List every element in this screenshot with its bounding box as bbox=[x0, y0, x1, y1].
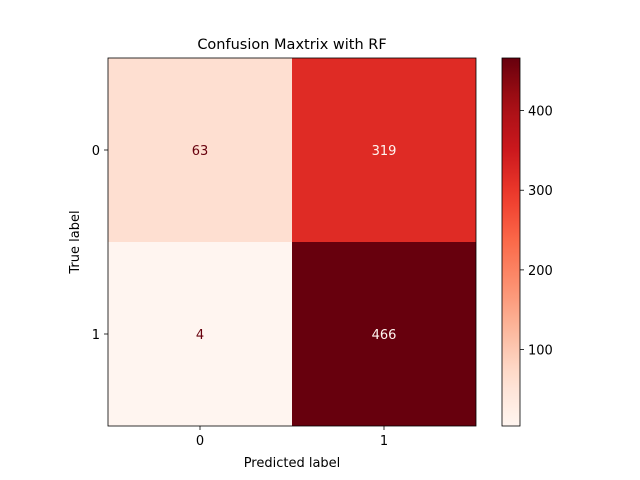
cell-value-0-1: 319 bbox=[372, 144, 397, 159]
x-tick-label: 0 bbox=[196, 434, 204, 449]
colorbar-tick-label: 300 bbox=[528, 184, 553, 199]
x-tick-label: 1 bbox=[380, 434, 388, 449]
y-tick-label: 0 bbox=[92, 144, 100, 159]
y-axis-ticks: 01 bbox=[92, 144, 108, 343]
heatmap-cell-labels: 63 319 4 466 bbox=[192, 144, 397, 343]
x-axis-label: Predicted label bbox=[244, 456, 341, 471]
chart-title: Confusion Maxtrix with RF bbox=[197, 37, 386, 53]
y-axis-label: True label bbox=[68, 210, 83, 274]
heatmap-cells bbox=[108, 58, 476, 426]
y-tick-label: 1 bbox=[92, 328, 100, 343]
heatmap-cell-0-1 bbox=[292, 58, 476, 242]
colorbar bbox=[501, 57, 521, 427]
colorbar-tick-label: 200 bbox=[528, 264, 553, 279]
cell-value-1-0: 4 bbox=[196, 328, 204, 343]
colorbar-ticks: 100 200 300 400 bbox=[520, 105, 553, 359]
axes-frame bbox=[107, 57, 477, 427]
heatmap-cell-1-0 bbox=[108, 242, 292, 426]
cell-value-0-0: 63 bbox=[192, 144, 209, 159]
colorbar-tick-label: 100 bbox=[528, 344, 553, 359]
colorbar-tick-label: 400 bbox=[528, 105, 553, 120]
cell-value-1-1: 466 bbox=[372, 328, 397, 343]
heatmap-cell-0-0 bbox=[108, 58, 292, 242]
heatmap-cell-1-1 bbox=[292, 242, 476, 426]
